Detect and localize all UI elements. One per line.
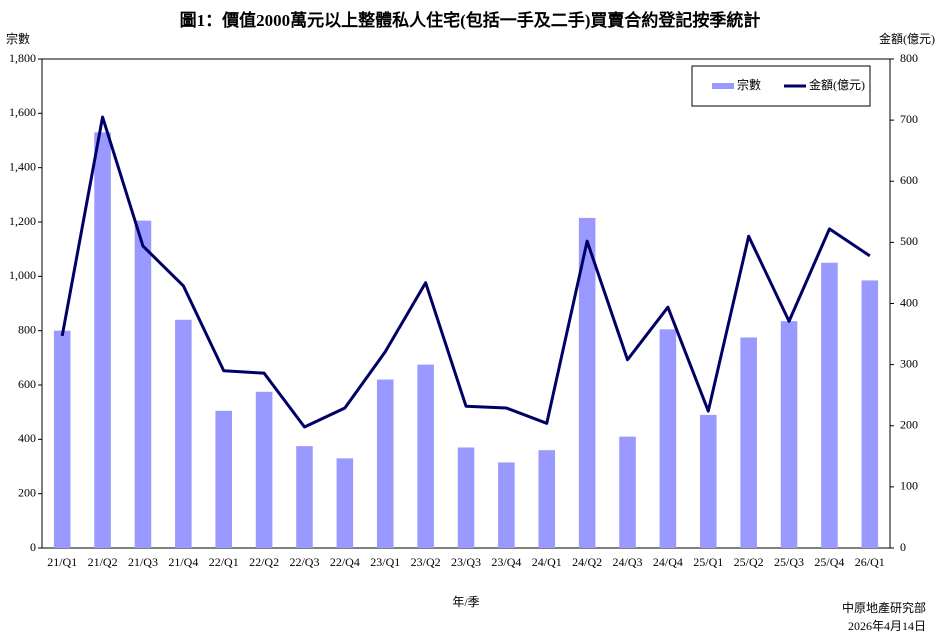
- legend-swatch: [712, 83, 734, 89]
- x-tick-label: 22/Q2: [249, 555, 279, 569]
- bar: [659, 329, 677, 548]
- y2-tick-label: 400: [900, 295, 918, 309]
- y-tick-label: 800: [18, 322, 36, 336]
- bar: [538, 450, 556, 548]
- y-tick-label: 600: [18, 377, 36, 391]
- x-axis-title: 年/季: [452, 595, 479, 609]
- bar: [700, 414, 717, 548]
- x-tick-label: 26/Q1: [855, 555, 885, 569]
- y2-tick-label: 0: [900, 540, 906, 554]
- y2-tick-label: 300: [900, 356, 918, 370]
- y-tick-label: 1,000: [9, 268, 36, 282]
- x-tick-label: 23/Q3: [451, 555, 481, 569]
- bar: [417, 364, 434, 548]
- bar: [336, 458, 354, 548]
- y-tick-label: 200: [18, 485, 36, 499]
- x-tick-label: 25/Q3: [774, 555, 804, 569]
- y2-tick-label: 700: [900, 112, 918, 126]
- bar: [619, 436, 636, 548]
- bar: [821, 262, 838, 548]
- bar: [94, 132, 111, 548]
- legend-label: 金額(億元): [809, 77, 865, 92]
- y-tick-label: 1,800: [9, 51, 36, 65]
- x-tick-label: 21/Q4: [168, 555, 198, 569]
- bar: [255, 391, 273, 548]
- y-tick-label: 1,400: [9, 159, 36, 173]
- bar: [215, 410, 232, 548]
- date: 2026年4月14日: [848, 619, 926, 633]
- y2-tick-label: 600: [900, 173, 918, 187]
- y-axis-title: 宗數: [6, 31, 30, 46]
- y2-axis-title: 金額(億元): [879, 31, 935, 46]
- y2-tick-label: 800: [900, 51, 918, 65]
- y2-tick-label: 100: [900, 479, 918, 493]
- bar: [861, 280, 879, 548]
- y-tick-label: 0: [30, 540, 36, 554]
- bar: [53, 330, 71, 548]
- x-tick-label: 23/Q2: [411, 555, 441, 569]
- bar: [175, 319, 192, 548]
- x-tick-label: 24/Q4: [653, 555, 683, 569]
- y-tick-label: 400: [18, 431, 36, 445]
- source: 中原地產研究部: [842, 600, 926, 615]
- x-tick-label: 24/Q2: [572, 555, 602, 569]
- bar: [498, 462, 515, 548]
- x-tick-label: 22/Q1: [209, 555, 239, 569]
- bar: [578, 217, 596, 549]
- x-tick-label: 21/Q2: [88, 555, 118, 569]
- bar: [740, 337, 757, 548]
- x-tick-label: 24/Q3: [613, 555, 643, 569]
- line: [60, 115, 871, 429]
- x-tick-label: 23/Q4: [491, 555, 521, 569]
- bar: [457, 447, 475, 548]
- x-tick-label: 22/Q4: [330, 555, 360, 569]
- x-tick-label: 25/Q4: [814, 555, 844, 569]
- bar: [376, 379, 394, 548]
- legend-label: 宗數: [737, 77, 761, 92]
- y2-tick-label: 500: [900, 234, 918, 248]
- x-tick-label: 23/Q1: [370, 555, 400, 569]
- y2-tick-label: 200: [900, 418, 918, 432]
- x-tick-label: 25/Q2: [734, 555, 764, 569]
- bar: [296, 446, 313, 548]
- x-tick-label: 24/Q1: [532, 555, 562, 569]
- bar: [134, 220, 152, 548]
- y-tick-label: 1,600: [9, 105, 36, 119]
- x-tick-label: 21/Q1: [47, 555, 77, 569]
- x-tick-label: 21/Q3: [128, 555, 158, 569]
- bar: [780, 321, 798, 548]
- chart-title: 圖1：價值2000萬元以上整體私人住宅(包括一手及二手)買賣合約登記按季統計: [180, 10, 761, 30]
- y-tick-label: 1,200: [9, 214, 36, 228]
- x-tick-label: 22/Q3: [289, 555, 319, 569]
- x-tick-label: 25/Q1: [693, 555, 723, 569]
